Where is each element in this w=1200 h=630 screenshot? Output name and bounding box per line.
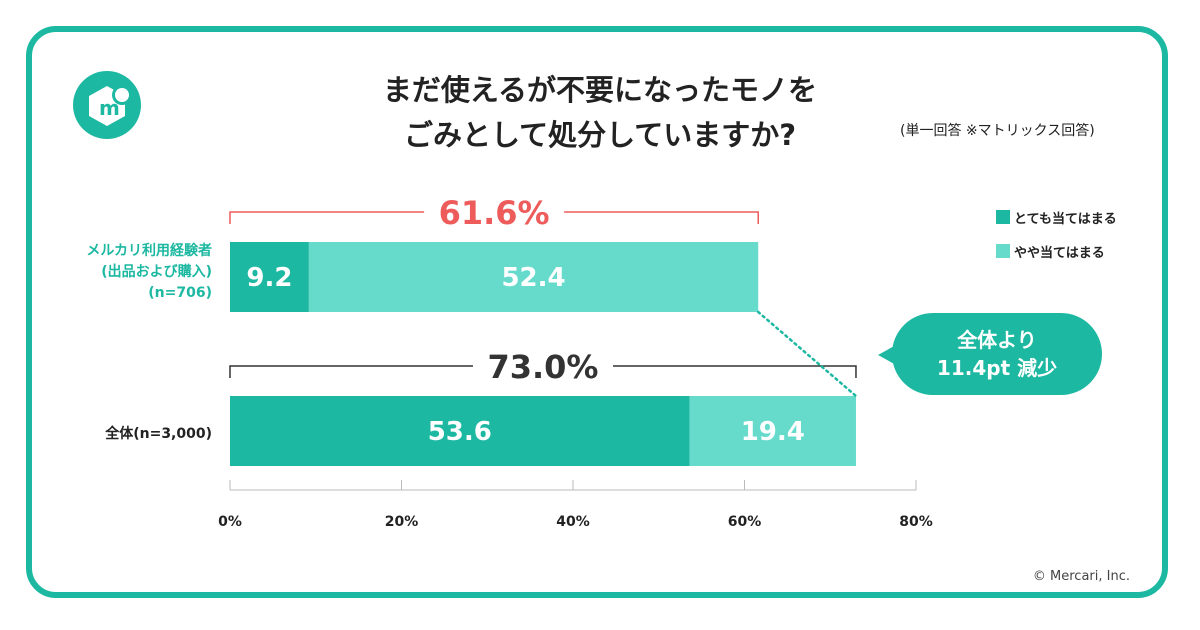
- category-label-line: メルカリ利用経験者: [86, 243, 212, 259]
- legend-label-strong: とても当てはまる: [1014, 211, 1117, 227]
- total-label: 61.6%: [439, 194, 550, 232]
- legend-swatch-light: [996, 244, 1010, 258]
- category-label-line: 全体(n=3,000): [105, 426, 212, 442]
- answer-note: (単一回答 ※マトリックス回答): [900, 123, 1095, 139]
- category-label-line: (出品および購入): [101, 264, 212, 280]
- chart-title-line1: まだ使えるが不要になったモノを: [382, 73, 818, 107]
- chart-title: まだ使えるが不要になったモノを ごみとして処分していますか?: [345, 68, 855, 158]
- total-bracket-left: [229, 211, 425, 224]
- x-tick-label: 60%: [728, 514, 762, 530]
- total-bracket-right: [564, 211, 759, 224]
- connector-dotted-line: [756, 310, 858, 398]
- card-frame: [26, 26, 1168, 598]
- chart-title-line2: ごみとして処分していますか?: [403, 118, 797, 152]
- mercari-logo-icon: m: [73, 71, 141, 139]
- category-label-mercari: メルカリ利用経験者 (出品および購入) (n=706): [40, 241, 212, 304]
- callout-line1: 全体より: [957, 328, 1037, 352]
- callout-tail: [878, 345, 896, 365]
- legend: とても当てはまる やや当てはまる: [996, 207, 1117, 275]
- bar-segment-strong: [230, 396, 690, 466]
- x-tick-label: 20%: [385, 514, 419, 530]
- bar-segment-light: [689, 396, 856, 466]
- data-label: 19.4: [741, 417, 805, 447]
- data-label: 9.2: [246, 263, 292, 293]
- x-tick-label: 0%: [218, 514, 242, 530]
- copyright: © Mercari, Inc.: [1032, 569, 1130, 584]
- category-label-all: 全体(n=3,000): [40, 424, 212, 445]
- legend-item-strong: とても当てはまる: [996, 207, 1117, 227]
- callout-line2: 11.4pt 減少: [936, 356, 1058, 380]
- legend-item-light: やや当てはまる: [996, 241, 1117, 261]
- legend-swatch-strong: [996, 210, 1010, 224]
- difference-callout: 全体より 11.4pt 減少: [892, 313, 1102, 395]
- total-bracket-left: [229, 365, 473, 378]
- total-label: 73.0%: [487, 348, 598, 386]
- category-label-line: (n=706): [148, 285, 212, 301]
- legend-label-light: やや当てはまる: [1014, 245, 1105, 261]
- total-bracket-right: [612, 365, 857, 378]
- x-tick-label: 40%: [556, 514, 590, 530]
- x-tick-label: 80%: [899, 514, 933, 530]
- bar-segment-strong: [230, 242, 309, 312]
- data-label: 52.4: [501, 263, 565, 293]
- data-label: 53.6: [428, 417, 492, 447]
- bar-segment-light: [308, 242, 759, 312]
- svg-text:m: m: [99, 96, 120, 120]
